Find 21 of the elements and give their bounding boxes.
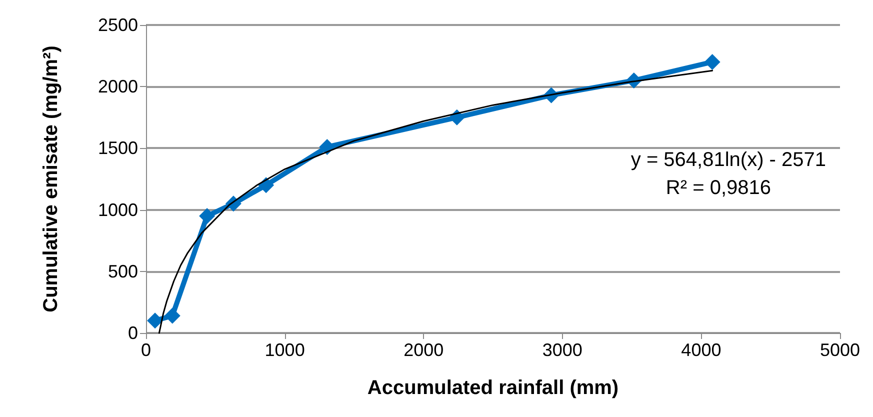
x-tick-label: 2000 — [404, 340, 444, 360]
point — [319, 138, 336, 155]
annotation: R² = 0,9816 — [666, 177, 772, 199]
y-tick-label: 1500 — [98, 138, 138, 158]
x-tick-label: 3000 — [542, 340, 582, 360]
y-tick-label: 1000 — [98, 200, 138, 220]
y-tick-label: 2000 — [98, 76, 138, 97]
x-tick-label: 4000 — [681, 340, 722, 360]
y-tick-label: 500 — [108, 261, 138, 282]
x-tick-label: 5000 — [820, 340, 860, 360]
y-axis-title: Cumulative emisate (mg/m²) — [40, 46, 62, 312]
point — [704, 54, 720, 70]
x-tick-label: 1000 — [264, 340, 305, 360]
point — [164, 308, 180, 324]
point — [199, 208, 216, 224]
y-tick-label: 2500 — [98, 15, 138, 35]
x-axis-title: Accumulated rainfall (mm) — [367, 377, 619, 399]
point — [147, 312, 164, 329]
annotation: y = 564,81ln(x) - 2571 — [630, 149, 826, 171]
x-tick-label: 0 — [140, 340, 152, 360]
y-tick-label: 0 — [128, 323, 138, 343]
